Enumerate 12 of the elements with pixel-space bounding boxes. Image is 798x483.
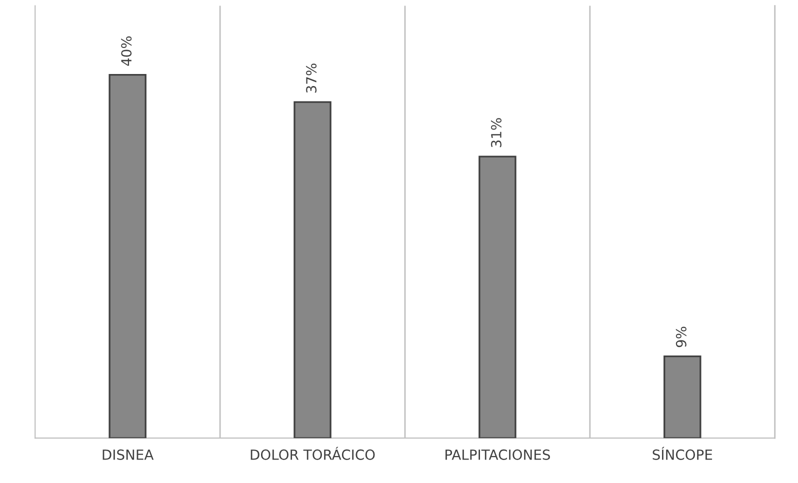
x-tick-label: DOLOR TORÁCICO (250, 446, 375, 460)
bar (664, 356, 702, 438)
x-tick-label: DISNEA (102, 449, 154, 460)
x-tick-label: SÍNCOPE (652, 446, 712, 460)
bar (294, 101, 332, 438)
x-tick-label: PALPITACIONES (446, 449, 550, 460)
data-label: 40% (121, 36, 132, 66)
bar (108, 74, 146, 438)
data-label: 9% (676, 326, 686, 348)
data-label: 31% (490, 118, 502, 148)
data-label: 37% (306, 64, 317, 93)
bar (478, 156, 516, 438)
